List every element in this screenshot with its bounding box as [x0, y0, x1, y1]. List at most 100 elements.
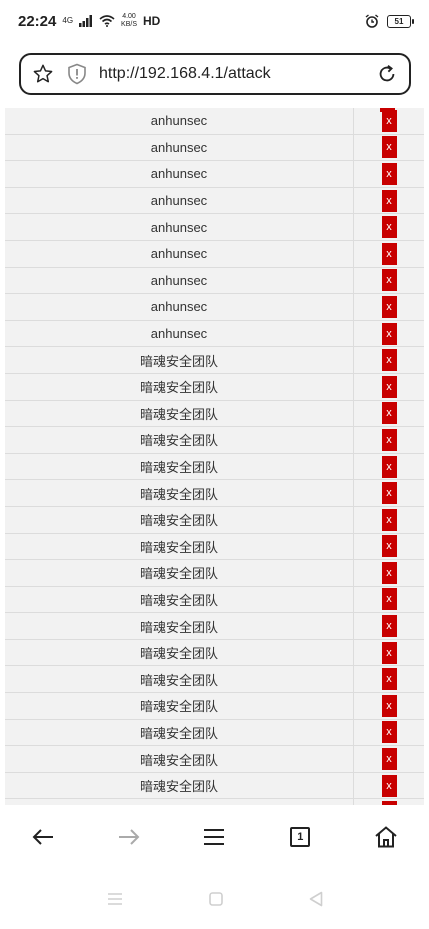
- home-button[interactable]: [366, 817, 406, 857]
- home-icon: [375, 826, 397, 848]
- ssid-name: 暗魂安全团队: [5, 666, 354, 693]
- delete-button[interactable]: x: [381, 242, 397, 265]
- delete-button[interactable]: x: [381, 774, 397, 797]
- delete-button[interactable]: x: [381, 455, 397, 478]
- back-button[interactable]: [23, 817, 63, 857]
- row-action-cell: x: [354, 454, 424, 480]
- row-action-cell: x: [354, 799, 424, 805]
- address-bar[interactable]: http://192.168.4.1/attack: [19, 53, 411, 95]
- row-action-cell: x: [354, 534, 424, 560]
- ssid-name: anhunsec: [5, 240, 354, 267]
- row-action-cell: x: [354, 108, 424, 134]
- network-speed: 4.00 KB/S: [121, 13, 137, 29]
- table-row: 暗魂安全团队 x: [5, 772, 424, 800]
- ssid-name: 暗魂安全团队: [5, 799, 354, 805]
- ssid-name: 暗魂安全团队: [5, 693, 354, 719]
- table-row: anhunsec x: [5, 134, 424, 162]
- delete-button[interactable]: x: [381, 375, 397, 398]
- ssid-name: anhunsec: [5, 187, 354, 214]
- ssid-name: 暗魂安全团队: [5, 480, 354, 506]
- delete-button-partial[interactable]: [380, 108, 395, 112]
- delete-button[interactable]: x: [381, 721, 397, 744]
- row-action-cell: x: [354, 693, 424, 719]
- home-nav-icon[interactable]: [208, 892, 223, 906]
- delete-button[interactable]: x: [381, 482, 397, 505]
- battery-indicator: 51: [387, 14, 414, 28]
- delete-button[interactable]: x: [381, 402, 397, 425]
- row-action-cell: x: [354, 374, 424, 400]
- ssid-name: 暗魂安全团队: [5, 506, 354, 533]
- delete-button[interactable]: x: [381, 162, 397, 185]
- table-row: 暗魂安全团队 x: [5, 586, 424, 614]
- ssid-name: 暗魂安全团队: [5, 373, 354, 400]
- arrow-left-icon: [32, 829, 53, 845]
- speed-unit: KB/S: [121, 21, 137, 28]
- delete-button[interactable]: x: [381, 216, 397, 239]
- table-row: 暗魂安全团队 x: [5, 533, 424, 561]
- delete-button[interactable]: x: [381, 588, 397, 611]
- reload-icon[interactable]: [375, 62, 399, 86]
- status-right: 51: [365, 14, 414, 28]
- ssid-name: 暗魂安全团队: [5, 772, 354, 799]
- delete-button[interactable]: x: [381, 295, 397, 318]
- ssid-name: 暗魂安全团队: [5, 639, 354, 666]
- table-row: 暗魂安全团队 x: [5, 373, 424, 401]
- network-type: 4G: [62, 16, 74, 25]
- delete-button[interactable]: x: [381, 641, 397, 664]
- delete-button[interactable]: x: [381, 136, 397, 159]
- row-action-cell: x: [354, 347, 424, 373]
- delete-button[interactable]: x: [381, 668, 397, 691]
- url-text[interactable]: http://192.168.4.1/attack: [99, 65, 271, 82]
- security-shield-icon[interactable]: [65, 62, 89, 86]
- menu-button[interactable]: [194, 817, 234, 857]
- row-action-cell: x: [354, 560, 424, 586]
- table-row: 暗魂安全团队 x: [5, 480, 424, 507]
- delete-button[interactable]: x: [381, 801, 397, 805]
- table-row: anhunsec x: [5, 294, 424, 321]
- delete-button[interactable]: x: [381, 748, 397, 771]
- row-action-cell: x: [354, 214, 424, 240]
- delete-button[interactable]: x: [381, 349, 397, 372]
- delete-button[interactable]: x: [381, 508, 397, 531]
- delete-button[interactable]: x: [381, 615, 397, 638]
- signal-icon: [79, 15, 93, 27]
- table-row: 暗魂安全团队 x: [5, 427, 424, 454]
- delete-button[interactable]: x: [381, 189, 397, 212]
- row-action-cell: x: [354, 480, 424, 506]
- delete-button[interactable]: x: [381, 561, 397, 584]
- ssid-name: 暗魂安全团队: [5, 746, 354, 772]
- table-row: 暗魂安全团队 x: [5, 693, 424, 720]
- star-icon[interactable]: [31, 62, 55, 86]
- table-row: anhunsec x: [5, 161, 424, 188]
- row-action-cell: x: [354, 666, 424, 692]
- ssid-name: 暗魂安全团队: [5, 533, 354, 560]
- table-row: anhunsec x: [5, 267, 424, 295]
- table-row: 暗魂安全团队 x: [5, 746, 424, 773]
- ssid-table: anhunsec x anhunsec x anhunsec x anhunsec x anhu…: [5, 108, 424, 805]
- ssid-name: anhunsec: [5, 134, 354, 161]
- recent-apps-icon[interactable]: [107, 892, 123, 906]
- table-row: 暗魂安全团队 x: [5, 639, 424, 667]
- ssid-name: anhunsec: [5, 161, 354, 187]
- delete-button[interactable]: x: [381, 269, 397, 292]
- table-row: 暗魂安全团队 x: [5, 400, 424, 428]
- row-action-cell: x: [354, 587, 424, 613]
- back-nav-icon[interactable]: [309, 891, 323, 907]
- delete-button[interactable]: x: [381, 109, 397, 132]
- row-action-cell: x: [354, 773, 424, 799]
- tabs-button[interactable]: 1: [280, 817, 320, 857]
- delete-button[interactable]: x: [381, 428, 397, 451]
- row-action-cell: x: [354, 427, 424, 453]
- page-content: anhunsec x anhunsec x anhunsec x anhunsec x anhu…: [0, 108, 429, 805]
- delete-button[interactable]: x: [381, 694, 397, 717]
- delete-button[interactable]: x: [381, 535, 397, 558]
- ssid-name: 暗魂安全团队: [5, 427, 354, 453]
- wifi-icon: [99, 15, 115, 27]
- ssid-name: 暗魂安全团队: [5, 719, 354, 746]
- table-row: anhunsec x: [5, 187, 424, 215]
- forward-button[interactable]: [109, 817, 149, 857]
- table-row: anhunsec x: [5, 240, 424, 268]
- row-action-cell: x: [354, 613, 424, 639]
- row-action-cell: x: [354, 321, 424, 347]
- delete-button[interactable]: x: [381, 322, 397, 345]
